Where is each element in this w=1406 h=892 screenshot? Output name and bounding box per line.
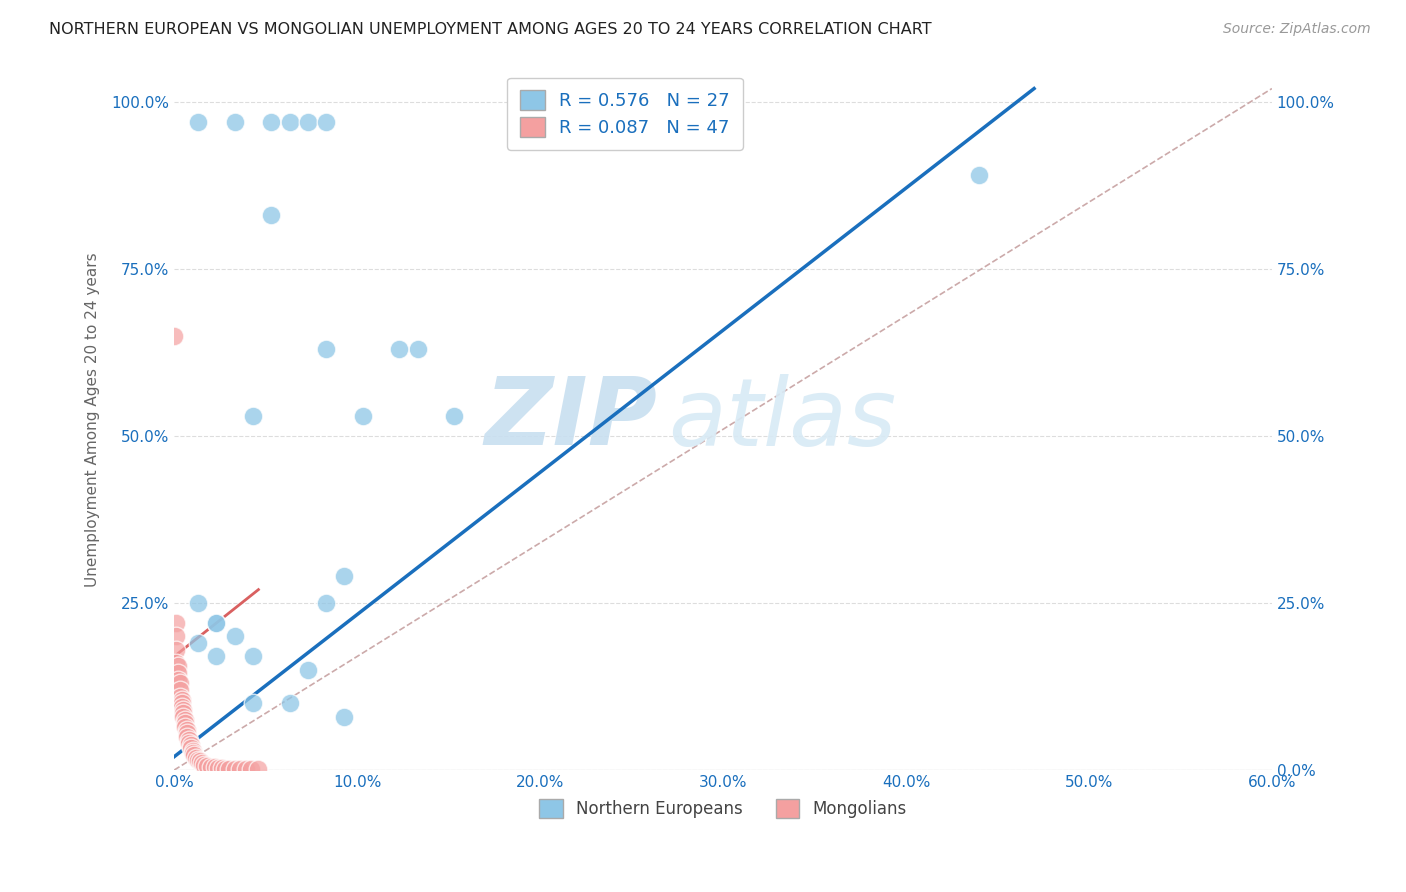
Point: [242, 409, 264, 423]
Text: NORTHERN EUROPEAN VS MONGOLIAN UNEMPLOYMENT AMONG AGES 20 TO 24 YEARS CORRELATIO: NORTHERN EUROPEAN VS MONGOLIAN UNEMPLOYM…: [49, 22, 932, 37]
Point: [195, 759, 218, 773]
Point: [172, 709, 194, 723]
Point: [177, 736, 200, 750]
Point: [167, 673, 190, 687]
Point: [165, 615, 187, 630]
Point: [193, 757, 215, 772]
Point: [204, 760, 226, 774]
Point: [169, 690, 191, 704]
Point: [235, 762, 257, 776]
Point: [205, 649, 228, 664]
Point: [967, 169, 990, 183]
Point: [205, 615, 228, 630]
Point: [174, 713, 197, 727]
Point: [333, 569, 356, 583]
Point: [297, 663, 319, 677]
Point: [174, 720, 197, 734]
Point: [224, 115, 246, 129]
Point: [190, 756, 212, 771]
Point: [188, 754, 211, 768]
Point: [172, 703, 194, 717]
Point: [443, 409, 465, 423]
Point: [297, 115, 319, 129]
Point: [224, 629, 246, 643]
Point: [240, 762, 263, 776]
Point: [170, 696, 193, 710]
Point: [177, 733, 200, 747]
Point: [260, 115, 283, 129]
Point: [180, 741, 202, 756]
Point: [224, 762, 246, 776]
Point: [186, 751, 208, 765]
Point: [242, 649, 264, 664]
Point: [406, 342, 429, 356]
Point: [181, 747, 204, 761]
Point: [247, 762, 270, 776]
Legend: Northern Europeans, Mongolians: Northern Europeans, Mongolians: [533, 793, 914, 825]
Point: [165, 642, 187, 657]
Point: [165, 656, 187, 670]
Point: [315, 115, 337, 129]
Text: atlas: atlas: [668, 374, 897, 465]
Point: [218, 762, 240, 776]
Point: [278, 115, 301, 129]
Point: [229, 762, 252, 776]
Point: [187, 115, 209, 129]
Point: [174, 716, 197, 731]
Point: [315, 596, 337, 610]
Point: [333, 709, 356, 723]
Point: [180, 738, 202, 752]
Point: [165, 629, 187, 643]
Point: [242, 696, 264, 710]
Point: [187, 636, 209, 650]
Point: [211, 761, 233, 775]
Point: [205, 615, 228, 630]
Point: [388, 342, 411, 356]
Point: [170, 693, 193, 707]
Point: [187, 753, 209, 767]
Point: [176, 723, 198, 737]
Point: [214, 762, 236, 776]
Point: [187, 596, 209, 610]
Point: [169, 676, 191, 690]
Point: [315, 342, 337, 356]
Point: [176, 730, 198, 744]
Point: [170, 699, 193, 714]
Point: [183, 748, 205, 763]
Text: Source: ZipAtlas.com: Source: ZipAtlas.com: [1223, 22, 1371, 37]
Point: [260, 209, 283, 223]
Point: [172, 706, 194, 721]
Point: [207, 761, 229, 775]
Point: [167, 659, 190, 673]
Point: [169, 682, 191, 697]
Point: [200, 759, 222, 773]
Point: [176, 726, 198, 740]
Point: [163, 328, 186, 343]
Point: [167, 666, 190, 681]
Y-axis label: Unemployment Among Ages 20 to 24 years: Unemployment Among Ages 20 to 24 years: [86, 252, 100, 587]
Point: [352, 409, 374, 423]
Text: ZIP: ZIP: [484, 373, 657, 466]
Point: [181, 744, 204, 758]
Point: [278, 696, 301, 710]
